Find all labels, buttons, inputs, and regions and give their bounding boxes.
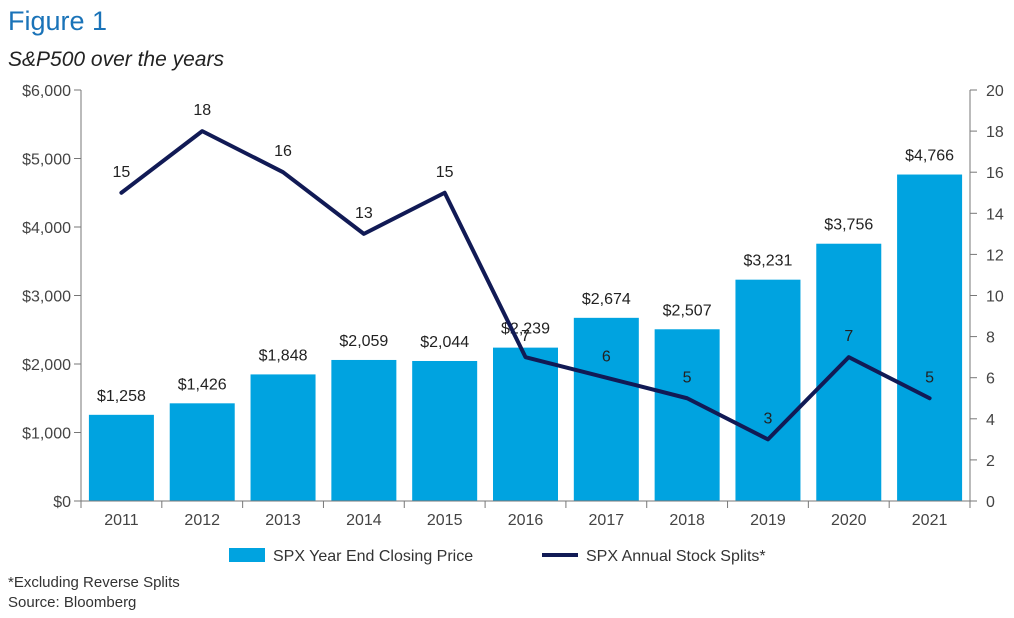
x-tick-label: 2019 <box>750 512 786 529</box>
bar-data-label: $1,848 <box>259 347 308 364</box>
y-left-tick-label: $1,000 <box>22 426 71 443</box>
y-right-tick-label: 16 <box>986 165 1004 182</box>
line-data-label: 5 <box>925 369 934 386</box>
bar-2018 <box>654 329 720 501</box>
x-tick-label: 2013 <box>265 512 301 529</box>
x-tick-label: 2021 <box>912 512 948 529</box>
bar-2017 <box>573 317 639 501</box>
bar-data-label: $2,674 <box>582 291 631 308</box>
x-tick-label: 2012 <box>184 512 220 529</box>
x-tick-label: 2014 <box>346 512 382 529</box>
line-data-label: 15 <box>113 164 131 181</box>
bar-data-label: $3,231 <box>743 253 792 270</box>
y-right-tick-label: 2 <box>986 453 995 470</box>
bar-2014 <box>331 359 397 501</box>
y-right-tick-label: 12 <box>986 247 1004 264</box>
x-tick-label: 2017 <box>589 512 625 529</box>
y-left-tick-label: $5,000 <box>22 152 71 169</box>
bar-data-label: $2,044 <box>420 334 469 351</box>
bar-data-label: $4,766 <box>905 148 954 165</box>
chart-subtitle: S&P500 over the years <box>8 48 224 71</box>
line-data-label: 6 <box>602 349 611 366</box>
y-left-tick-label: $3,000 <box>22 289 71 306</box>
x-tick-label: 2020 <box>831 512 867 529</box>
y-right-tick-label: 4 <box>986 412 995 429</box>
x-tick-label: 2018 <box>669 512 705 529</box>
y-right-tick-label: 20 <box>986 83 1004 100</box>
line-data-label: 3 <box>764 410 773 427</box>
y-right-tick-label: 0 <box>986 494 995 511</box>
x-tick-label: 2016 <box>508 512 544 529</box>
bar-2016 <box>493 347 558 501</box>
bar-2011 <box>88 414 154 501</box>
legend-label-line: SPX Annual Stock Splits* <box>586 548 766 565</box>
bar-2019 <box>735 279 801 501</box>
bar-2020 <box>816 243 882 502</box>
y-left-tick-label: $0 <box>53 494 71 511</box>
line-data-label: 15 <box>436 164 454 181</box>
bar-data-label: $3,756 <box>824 217 873 234</box>
y-left-tick-label: $4,000 <box>22 220 71 237</box>
y-right-tick-label: 18 <box>986 124 1004 141</box>
x-tick-label: 2015 <box>427 512 463 529</box>
bar-data-label: $2,059 <box>339 333 388 350</box>
x-tick-label: 2011 <box>104 512 139 529</box>
y-left-tick-label: $6,000 <box>22 83 71 100</box>
bar-2012 <box>169 403 235 501</box>
line-data-label: 5 <box>683 369 692 386</box>
bar-data-label: $2,507 <box>663 302 712 319</box>
line-data-label: 13 <box>355 205 373 222</box>
legend-label-bars: SPX Year End Closing Price <box>273 548 473 565</box>
legend-swatch-bars <box>229 548 265 562</box>
bar-2015 <box>412 360 478 501</box>
source-note: Source: Bloomberg <box>8 594 137 611</box>
line-data-label: 18 <box>193 102 211 119</box>
line-data-label: 16 <box>274 143 292 160</box>
footnote-reverse-splits: *Excluding Reverse Splits <box>8 574 180 591</box>
y-right-tick-label: 14 <box>986 206 1004 223</box>
y-right-tick-label: 6 <box>986 371 995 388</box>
bar-data-label: $1,258 <box>97 388 146 405</box>
bar-2013 <box>250 374 316 501</box>
bar-data-label: $1,426 <box>178 376 227 393</box>
line-data-label: 7 <box>521 328 530 345</box>
y-right-tick-label: 8 <box>986 330 995 347</box>
y-right-tick-label: 10 <box>986 289 1004 306</box>
line-data-label: 7 <box>844 328 853 345</box>
figure-label: Figure 1 <box>8 6 108 36</box>
y-left-tick-label: $2,000 <box>22 357 71 374</box>
bar-2021 <box>897 174 963 502</box>
